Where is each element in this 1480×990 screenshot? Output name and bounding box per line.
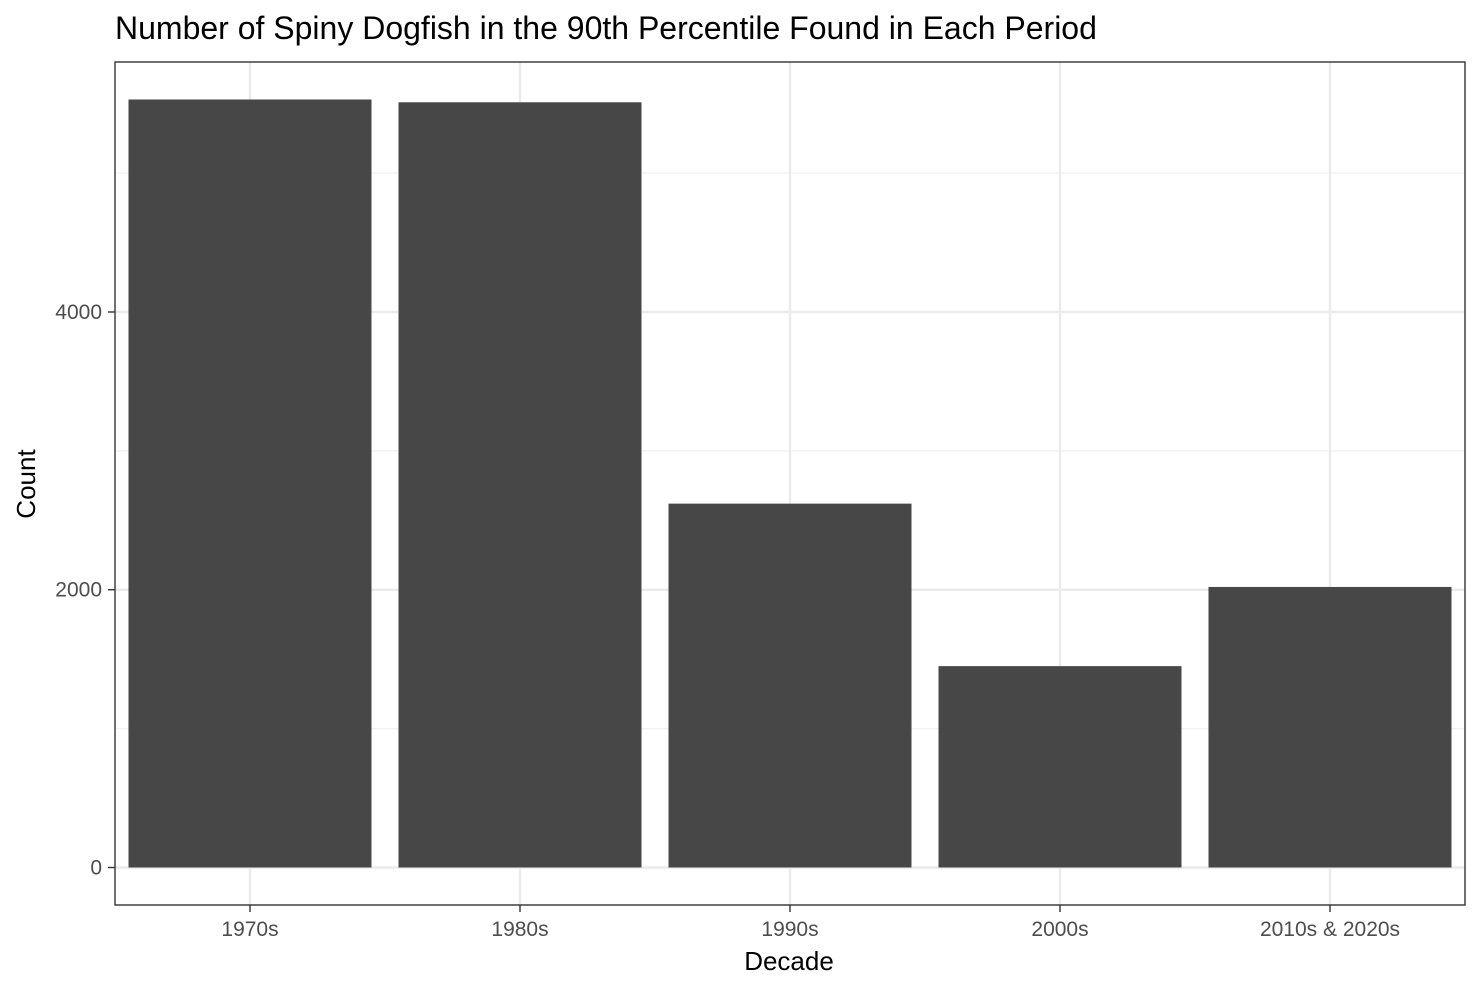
x-tick-label: 2010s & 2020s <box>1260 918 1400 941</box>
axes: 0 2000 4000 1970s 1980s 1990s 2000s 2010s & 202… <box>55 301 1400 941</box>
x-axis-title: Decade <box>744 946 834 976</box>
bar-2010s-2020s <box>1208 586 1452 868</box>
bars <box>128 99 1452 868</box>
bar-1970s <box>128 99 372 868</box>
chart-title: Number of Spiny Dogfish in the 90th Perc… <box>115 10 1097 46</box>
x-tick-label: 1970s <box>221 918 278 941</box>
y-tick-label: 0 <box>90 857 102 880</box>
y-tick-label: 2000 <box>55 579 102 602</box>
y-axis-title: Count <box>11 449 41 519</box>
bar-1990s <box>668 503 912 868</box>
x-tick-label: 1990s <box>761 918 818 941</box>
x-tick-label: 1980s <box>491 918 548 941</box>
y-tick-label: 4000 <box>55 301 102 324</box>
x-tick-label: 2000s <box>1031 918 1088 941</box>
bar-2000s <box>938 666 1182 868</box>
bar-1980s <box>398 102 642 868</box>
